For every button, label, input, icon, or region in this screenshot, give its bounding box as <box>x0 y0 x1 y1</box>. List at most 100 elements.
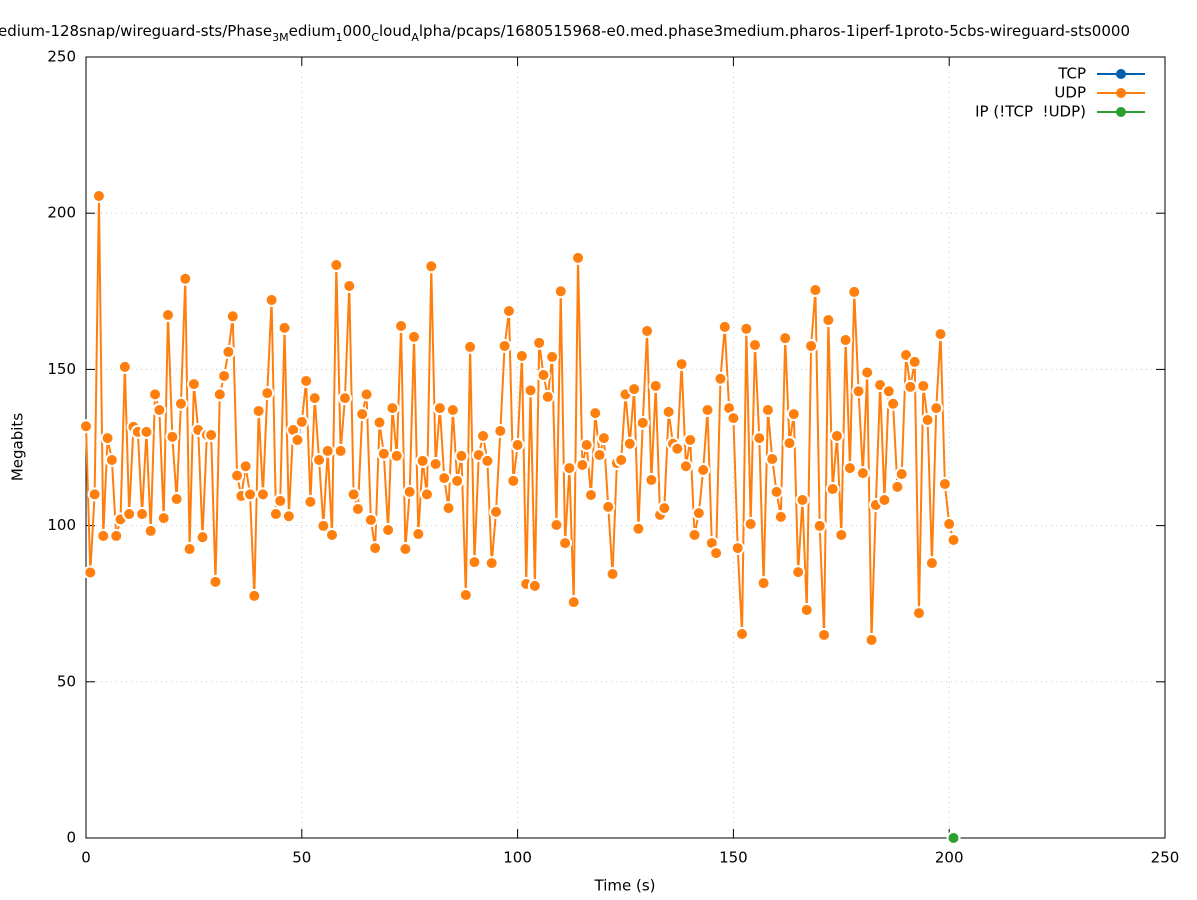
point <box>696 462 711 477</box>
x-axis-label: Time (s) <box>594 877 656 895</box>
point <box>100 431 115 446</box>
point <box>786 407 801 422</box>
point <box>281 509 296 524</box>
point <box>929 401 944 416</box>
point <box>230 468 245 483</box>
point <box>381 522 396 537</box>
title-part: 000 <box>343 22 372 40</box>
point <box>532 335 547 350</box>
point <box>407 329 422 344</box>
point <box>195 530 210 545</box>
point <box>825 482 840 497</box>
point <box>178 271 193 286</box>
point <box>463 339 478 354</box>
point <box>501 303 516 318</box>
point <box>510 438 525 453</box>
point <box>834 527 849 542</box>
point <box>855 466 870 481</box>
point <box>480 453 495 468</box>
point <box>769 484 784 499</box>
point <box>91 189 106 204</box>
point <box>536 368 551 383</box>
point <box>911 606 926 621</box>
point <box>571 250 586 265</box>
y-tick-label: 250 <box>47 48 76 66</box>
point <box>804 338 819 353</box>
point <box>139 424 154 439</box>
legend-marker <box>1116 88 1126 98</box>
x-tick-label: 100 <box>503 849 532 867</box>
point <box>782 436 797 451</box>
point <box>545 349 560 364</box>
point <box>942 517 957 532</box>
point <box>864 632 879 647</box>
point <box>450 473 465 488</box>
point <box>432 401 447 416</box>
y-axis-label: Megabits <box>9 413 27 481</box>
point <box>851 384 866 399</box>
y-tick-label: 50 <box>57 672 76 690</box>
point <box>169 492 184 507</box>
point <box>428 457 443 472</box>
point <box>316 518 331 533</box>
chart-title: edium-128snap/wireguard-sts/Phase3Medium… <box>0 22 1130 44</box>
point <box>109 528 124 543</box>
point <box>795 492 810 507</box>
title-part: 3M <box>272 31 289 44</box>
point <box>445 403 460 418</box>
point <box>355 407 370 422</box>
point <box>903 379 918 394</box>
point <box>635 415 650 430</box>
point <box>303 494 318 509</box>
point <box>238 459 253 474</box>
point <box>566 595 581 610</box>
x-tick-label: 50 <box>292 849 311 867</box>
y-tick-label: 150 <box>47 360 76 378</box>
x-tick-label: 250 <box>1151 849 1180 867</box>
point <box>415 453 430 468</box>
point <box>842 461 857 476</box>
point <box>523 383 538 398</box>
point <box>596 431 611 446</box>
point <box>368 541 383 556</box>
point <box>648 378 663 393</box>
point <box>920 413 935 428</box>
point <box>670 441 685 456</box>
point <box>678 459 693 474</box>
point <box>411 527 426 542</box>
point <box>514 348 529 363</box>
point <box>799 602 814 617</box>
point <box>756 576 771 591</box>
y-tick-label: 100 <box>47 516 76 534</box>
x-tick-label: 150 <box>719 849 748 867</box>
point <box>506 473 521 488</box>
point <box>588 406 603 421</box>
point <box>273 493 288 508</box>
point <box>467 555 482 570</box>
point <box>627 382 642 397</box>
point <box>143 523 158 538</box>
point <box>540 389 555 404</box>
point <box>847 284 862 299</box>
point <box>394 318 409 333</box>
point <box>894 467 909 482</box>
point <box>312 452 327 467</box>
point <box>489 504 504 519</box>
point <box>907 354 922 369</box>
legend-label: IP (!TCP !UDP) <box>975 103 1086 121</box>
point <box>640 323 655 338</box>
point <box>877 492 892 507</box>
point <box>717 319 732 334</box>
point <box>575 457 590 472</box>
point <box>156 511 171 526</box>
y-tick-label: 0 <box>66 829 76 847</box>
point <box>743 517 758 532</box>
point <box>333 443 348 458</box>
point <box>605 567 620 582</box>
point <box>225 309 240 324</box>
point <box>657 501 672 516</box>
point <box>752 431 767 446</box>
point <box>363 512 378 527</box>
point <box>946 532 961 547</box>
